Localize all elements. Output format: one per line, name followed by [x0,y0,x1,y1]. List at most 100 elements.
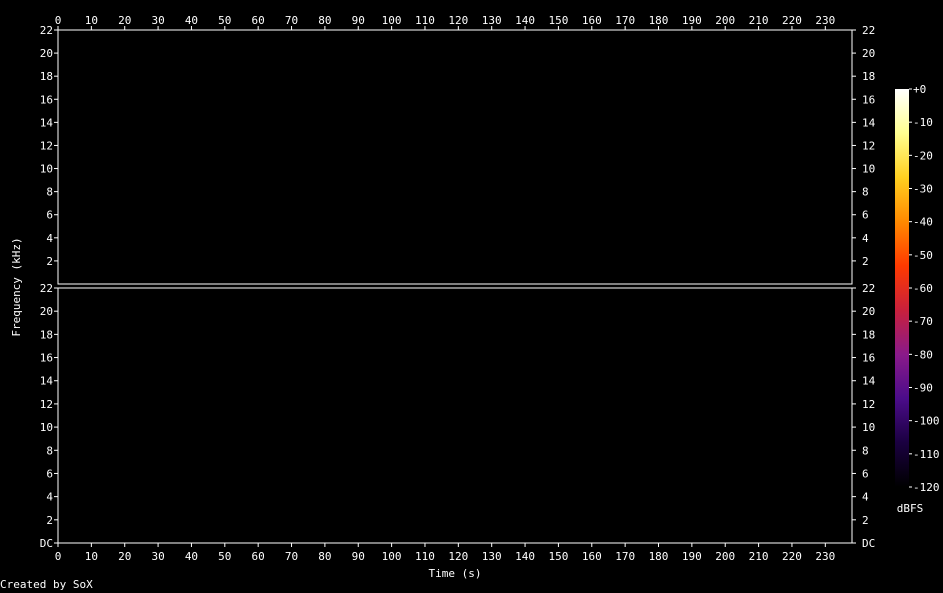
y-tick-label-left: 18 [40,328,53,341]
y-tick-label-right: 12 [862,139,875,152]
y-tick-label-left: 18 [40,70,53,83]
x-tick-label-bottom: 120 [448,550,468,563]
y-tick-label-right: 4 [862,232,869,245]
x-tick-label-top: 150 [548,14,568,27]
y-tick-label-left: 12 [40,139,53,152]
y-tick-label-left: 20 [40,47,53,60]
x-tick-label-bottom: 60 [252,550,265,563]
y-tick-label-left: 4 [46,491,53,504]
spectrogram-panels [57,29,853,544]
colorbar-gradient [895,89,909,487]
y-tick-label-left: 6 [46,467,53,480]
x-tick-label-bottom: 90 [352,550,365,563]
colorbar-tick-label: -40 [913,216,933,229]
credit-text: Created by SoX [0,578,93,591]
y-tick-label-right: 2 [862,255,869,268]
x-tick-label-top: 30 [151,14,164,27]
x-tick-label-top: 180 [649,14,669,27]
colorbar-label: dBFS [897,502,924,515]
colorbar-tick-label: +0 [913,83,926,96]
x-tick-label-top: 160 [582,14,602,27]
colorbar-tick-label: -110 [913,448,940,461]
y-tick-label-right: 2 [862,514,869,527]
channel-panel-2 [57,287,853,544]
y-tick-label-left: 2 [46,255,53,268]
x-tick-label-bottom: 70 [285,550,298,563]
x-tick-label-bottom: 160 [582,550,602,563]
y-tick-label-left: 22 [40,24,53,37]
y-tick-label-right: 8 [862,444,869,457]
x-tick-label-bottom: 80 [318,550,331,563]
x-tick-label-bottom: 110 [415,550,435,563]
x-tick-label-top: 80 [318,14,331,27]
x-tick-label-top: 0 [55,14,62,27]
y-tick-label-right: 18 [862,328,875,341]
x-tick-label-top: 100 [382,14,402,27]
x-tick-label-top: 20 [118,14,131,27]
y-tick-label-right: 12 [862,398,875,411]
axes: 0 0 10 10 20 20 30 30 40 40 50 50 60 60 70 70 80 80 90 90 10… [40,14,876,563]
x-tick-label-bottom: 0 [55,550,62,563]
x-tick-label-top: 120 [448,14,468,27]
y-tick-label-left: 4 [46,232,53,245]
y-tick-label-right: 14 [862,375,876,388]
y-tick-label-right: 18 [862,70,875,83]
colorbar-tick-label: -90 [913,382,933,395]
x-tick-label-bottom: 170 [615,550,635,563]
x-tick-label-top: 60 [252,14,265,27]
x-tick-label-top: 140 [515,14,535,27]
x-tick-label-top: 200 [715,14,735,27]
colorbar-tick-label: -120 [913,481,940,494]
colorbar-tick-label: -80 [913,348,933,361]
y-tick-label-left: DC [40,537,53,550]
y-tick-label-left: 10 [40,163,53,176]
y-tick-label-left: 22 [40,282,53,295]
y-tick-label-left: 6 [46,209,53,222]
y-tick-label-right: DC [862,537,875,550]
x-tick-label-bottom: 200 [715,550,735,563]
x-tick-label-top: 10 [85,14,98,27]
y-tick-label-right: 16 [862,93,875,106]
x-tick-label-top: 230 [815,14,835,27]
x-tick-label-top: 210 [749,14,769,27]
y-tick-label-right: 6 [862,467,869,480]
x-tick-label-bottom: 230 [815,550,835,563]
x-tick-label-bottom: 190 [682,550,702,563]
x-tick-label-top: 50 [218,14,231,27]
y-tick-label-left: 14 [40,116,54,129]
y-tick-label-right: 10 [862,163,875,176]
x-axis-label: Time (s) [429,567,482,580]
y-tick-label-right: 22 [862,282,875,295]
y-tick-label-right: 10 [862,421,875,434]
x-tick-label-top: 220 [782,14,802,27]
colorbar-tick-label: -70 [913,315,933,328]
y-tick-label-right: 4 [862,491,869,504]
y-tick-label-left: 8 [46,444,53,457]
x-tick-label-top: 190 [682,14,702,27]
y-tick-label-right: 8 [862,186,869,199]
x-tick-label-bottom: 100 [382,550,402,563]
y-tick-label-left: 16 [40,93,53,106]
x-tick-label-top: 90 [352,14,365,27]
x-tick-label-bottom: 220 [782,550,802,563]
colorbar-tick-label: -20 [913,149,933,162]
x-tick-label-top: 70 [285,14,298,27]
y-tick-label-left: 16 [40,352,53,365]
y-tick-label-right: 22 [862,24,875,37]
y-tick-label-left: 10 [40,421,53,434]
x-tick-label-bottom: 20 [118,550,131,563]
y-axis-label: Frequency (kHz) [10,237,23,336]
panel-frame-1 [57,29,853,285]
x-tick-label-bottom: 40 [185,550,198,563]
x-tick-label-bottom: 180 [649,550,669,563]
y-tick-label-left: 12 [40,398,53,411]
y-tick-label-left: 8 [46,186,53,199]
x-tick-label-bottom: 150 [548,550,568,563]
x-tick-label-top: 130 [482,14,502,27]
colorbar-tick-label: -60 [913,282,933,295]
channel-panel-1 [57,29,853,285]
x-tick-label-bottom: 10 [85,550,98,563]
panel-frame-2 [57,287,853,544]
x-tick-label-bottom: 30 [151,550,164,563]
